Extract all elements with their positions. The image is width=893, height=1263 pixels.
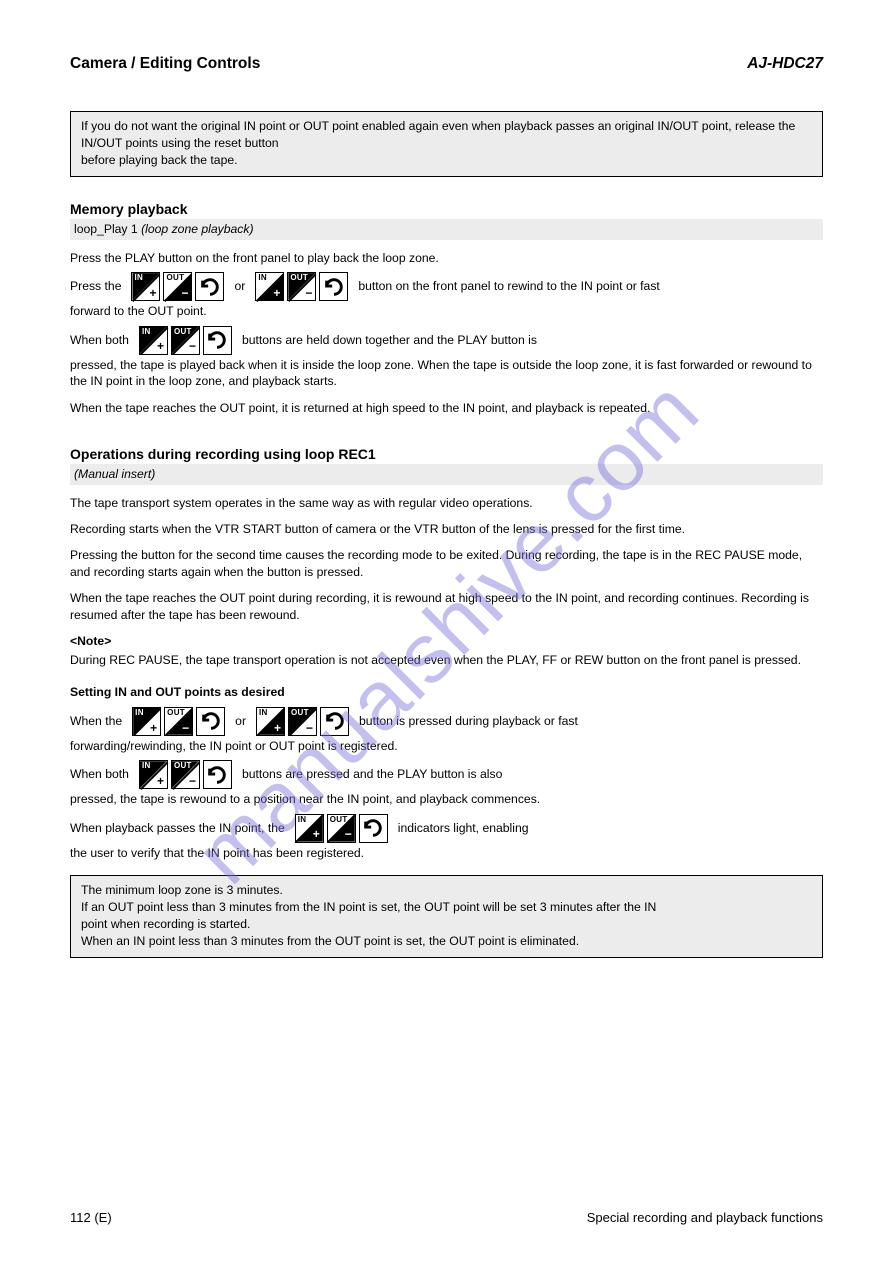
- icon-group-3a: IN+ OUT−: [132, 707, 225, 736]
- in-plus-icon: IN+: [139, 326, 168, 355]
- note2-line4: When an IN point less than 3 minutes fro…: [81, 933, 812, 950]
- in-plus-icon: IN+: [131, 272, 160, 301]
- icon-group-2: IN+ OUT−: [139, 326, 232, 355]
- out-minus-inv-icon: OUT−: [287, 272, 316, 301]
- page-root: manualshive.com Camera / Editing Control…: [0, 0, 893, 1263]
- subhead1-plain: loop_Play 1: [74, 222, 141, 236]
- note2-line3: point when recording is started.: [81, 916, 812, 933]
- sec1-row2: When both IN+ OUT− buttons are held down…: [70, 326, 823, 355]
- header-right: AJ-HDC27: [747, 55, 823, 73]
- sec2-rowA-mid: or: [235, 713, 246, 729]
- out-minus-icon: OUT−: [163, 272, 192, 301]
- return-arrow-icon: [203, 760, 232, 789]
- sec2-body7: the user to verify that the IN point has…: [70, 845, 823, 861]
- note2-line1: The minimum loop zone is 3 minutes.: [81, 882, 812, 899]
- return-arrow-icon: [203, 326, 232, 355]
- sec2-body4: When the tape reaches the OUT point duri…: [70, 590, 823, 623]
- sec1-row2-post: buttons are held down together and the P…: [242, 332, 537, 348]
- return-arrow-icon: [195, 272, 224, 301]
- out-minus-icon-dark: OUT−: [171, 760, 200, 789]
- section2-subhead: (Manual insert): [70, 464, 823, 484]
- sec2-rowB-pre: When both: [70, 766, 129, 782]
- note1-line1: If you do not want the original IN point…: [81, 118, 812, 152]
- sec2-rowC-post: indicators light, enabling: [398, 820, 529, 836]
- sec2-body3: Pressing the button for the second time …: [70, 547, 823, 580]
- sec1-body1: Press the PLAY button on the front panel…: [70, 250, 823, 266]
- icon-group-5: IN+ OUT−: [295, 814, 388, 843]
- out-minus-icon: OUT−: [327, 814, 356, 843]
- page-footer: 112 (E) Special recording and playback f…: [70, 1210, 823, 1225]
- return-arrow-icon: [319, 272, 348, 301]
- section1-heading: Memory playback: [70, 201, 823, 217]
- return-arrow-icon: [320, 707, 349, 736]
- sec1-body2: forward to the OUT point.: [70, 303, 823, 319]
- section2-heading: Operations during recording using loop R…: [70, 446, 823, 462]
- subhead1-italic: (loop zone playback): [141, 222, 253, 236]
- sec2-body5: forwarding/rewinding, the IN point or OU…: [70, 738, 823, 754]
- in-plus-inv-icon: IN+: [295, 814, 324, 843]
- sec2-rowB: When both IN+ OUT− buttons are pressed a…: [70, 760, 823, 789]
- sec1-row1: Press the IN+ OUT− or IN+ OUT− button on…: [70, 272, 823, 301]
- section1-subhead: loop_Play 1 (loop zone playback): [70, 219, 823, 239]
- note2-line2: If an OUT point less than 3 minutes from…: [81, 899, 812, 916]
- note1-line2: before playing back the tape.: [81, 152, 812, 169]
- sec1-row1-post: button on the front panel to rewind to t…: [358, 278, 660, 294]
- footer-left: 112 (E): [70, 1210, 112, 1225]
- note-bold: <Note>: [70, 634, 111, 648]
- page-header: Camera / Editing Controls AJ-HDC27: [70, 55, 823, 73]
- in-plus-inv-icon: IN+: [256, 707, 285, 736]
- sec2-body6: pressed, the tape is rewound to a positi…: [70, 791, 823, 807]
- sec1-row1-mid: or: [234, 278, 245, 294]
- sec2-note-body: During REC PAUSE, the tape transport ope…: [70, 652, 823, 668]
- return-arrow-icon: [196, 707, 225, 736]
- sec2-rowA: When the IN+ OUT− or IN+ OUT− button is …: [70, 707, 823, 736]
- icon-group-1a: IN+ OUT−: [131, 272, 224, 301]
- return-arrow-icon: [359, 814, 388, 843]
- sec2-rowC: When playback passes the IN point, the I…: [70, 814, 823, 843]
- icon-group-1b: IN+ OUT−: [255, 272, 348, 301]
- note-box-2: The minimum loop zone is 3 minutes. If a…: [70, 875, 823, 958]
- sec2-rowB-post: buttons are pressed and the PLAY button …: [242, 766, 502, 782]
- sec1-row1-pre: Press the: [70, 278, 121, 294]
- footer-right: Special recording and playback functions: [587, 1210, 823, 1225]
- icon-group-4: IN+ OUT−: [139, 760, 232, 789]
- out-minus-icon: OUT−: [164, 707, 193, 736]
- in-plus-icon: IN+: [139, 760, 168, 789]
- subhead2-italic: (Manual insert): [74, 467, 155, 481]
- header-left: Camera / Editing Controls: [70, 55, 260, 73]
- sec2-body1: The tape transport system operates in th…: [70, 495, 823, 511]
- in-plus-icon: IN+: [132, 707, 161, 736]
- sec1-body4: When the tape reaches the OUT point, it …: [70, 400, 823, 416]
- sec2-body2: Recording starts when the VTR START butt…: [70, 521, 823, 537]
- out-minus-inv-icon: OUT−: [288, 707, 317, 736]
- sec2-semihead: Setting IN and OUT points as desired: [70, 685, 285, 699]
- icon-group-3b: IN+ OUT−: [256, 707, 349, 736]
- sec2-rowA-pre: When the: [70, 713, 122, 729]
- sec2-rowA-post: button is pressed during playback or fas…: [359, 713, 578, 729]
- sec2-rowC-pre: When playback passes the IN point, the: [70, 820, 285, 836]
- sec1-body3: pressed, the tape is played back when it…: [70, 357, 823, 390]
- sec1-row2-pre: When both: [70, 332, 129, 348]
- note-box-1: If you do not want the original IN point…: [70, 111, 823, 177]
- out-minus-icon-dark: OUT−: [171, 326, 200, 355]
- sec2-note-label: <Note>: [70, 633, 823, 649]
- in-plus-inv-icon: IN+: [255, 272, 284, 301]
